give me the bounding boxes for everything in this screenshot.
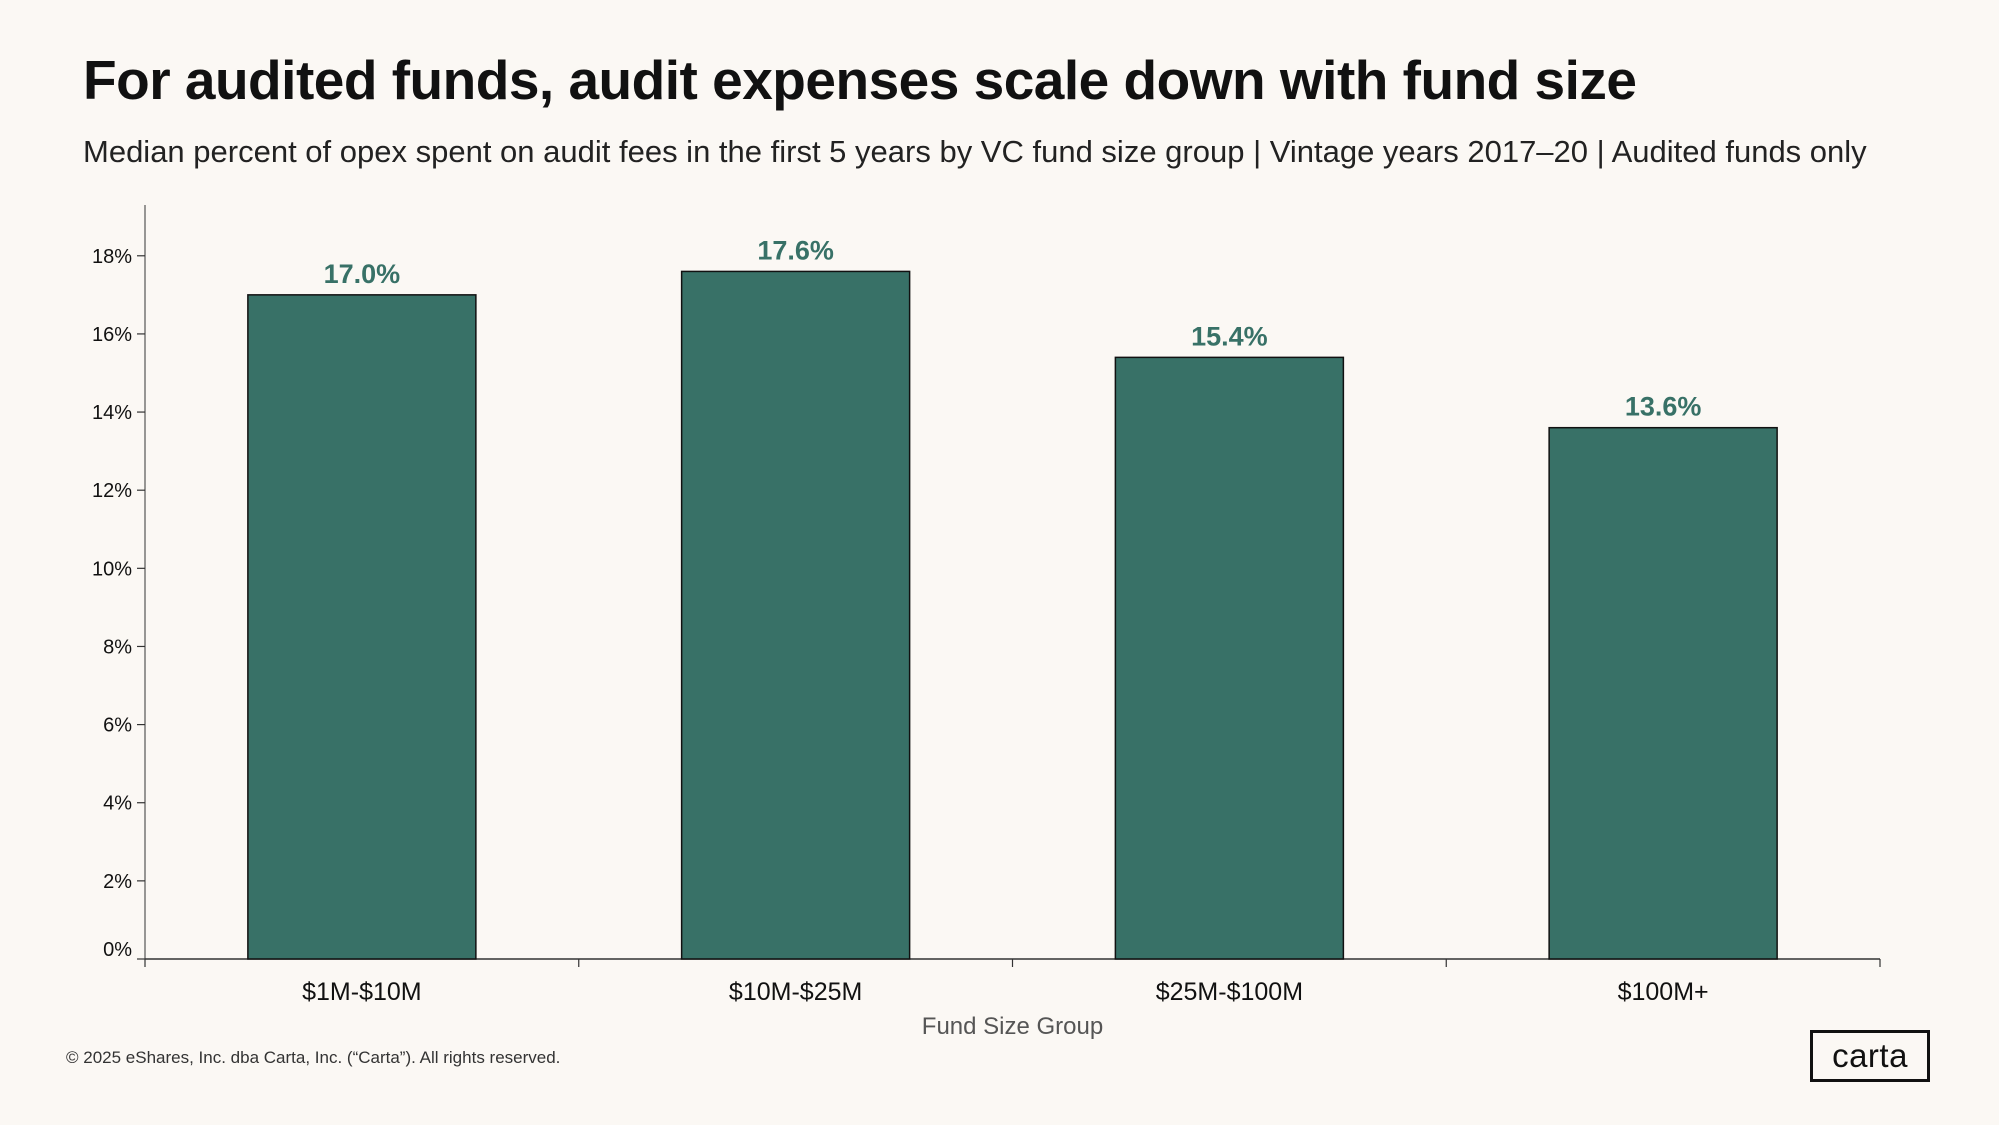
- y-tick-label: 8%: [103, 636, 132, 658]
- y-tick-label: 2%: [103, 871, 132, 893]
- bar: [680, 270, 911, 960]
- y-tick-label: 14%: [92, 402, 132, 424]
- bar: [247, 294, 477, 960]
- chart-subtitle: Median percent of opex spent on audit fe…: [83, 134, 1867, 169]
- carta-logo: carta: [1810, 1030, 1930, 1082]
- copyright-footer: © 2025 eShares, Inc. dba Carta, Inc. (“C…: [66, 1048, 561, 1067]
- y-tick-label: 12%: [92, 480, 132, 502]
- x-category-label: $25M-$100M: [1156, 978, 1303, 1006]
- y-tick-label: 0%: [103, 939, 132, 961]
- chart-labels: 17.0% $1M-$10M 17.6% $10M-$25M 15.4% $25M-$10…: [302, 235, 1709, 1040]
- chart-bars: [247, 270, 1778, 960]
- bar-value-label: 13.6%: [1625, 392, 1702, 422]
- y-tick-label: 4%: [103, 793, 132, 815]
- x-category-label: $10M-$25M: [729, 978, 862, 1006]
- chart-axes: 0% 2% 4% 6% 8% 10% 12% 14% 16% 18%: [92, 205, 1881, 967]
- bar: [1114, 356, 1345, 960]
- bar-value-label: 17.0%: [324, 259, 401, 289]
- y-tick-label: 10%: [92, 558, 132, 580]
- x-category-label: $100M+: [1618, 978, 1709, 1006]
- bar-value-label: 15.4%: [1191, 321, 1268, 351]
- y-tick-label: 16%: [92, 324, 132, 346]
- bar: [1548, 426, 1778, 960]
- bar-value-label: 17.6%: [757, 235, 834, 265]
- x-axis-title: Fund Size Group: [922, 1013, 1103, 1040]
- chart-title: For audited funds, audit expenses scale …: [83, 49, 1637, 111]
- y-tick-label: 18%: [92, 246, 132, 268]
- x-category-label: $1M-$10M: [302, 978, 422, 1006]
- y-tick-label: 6%: [103, 715, 132, 737]
